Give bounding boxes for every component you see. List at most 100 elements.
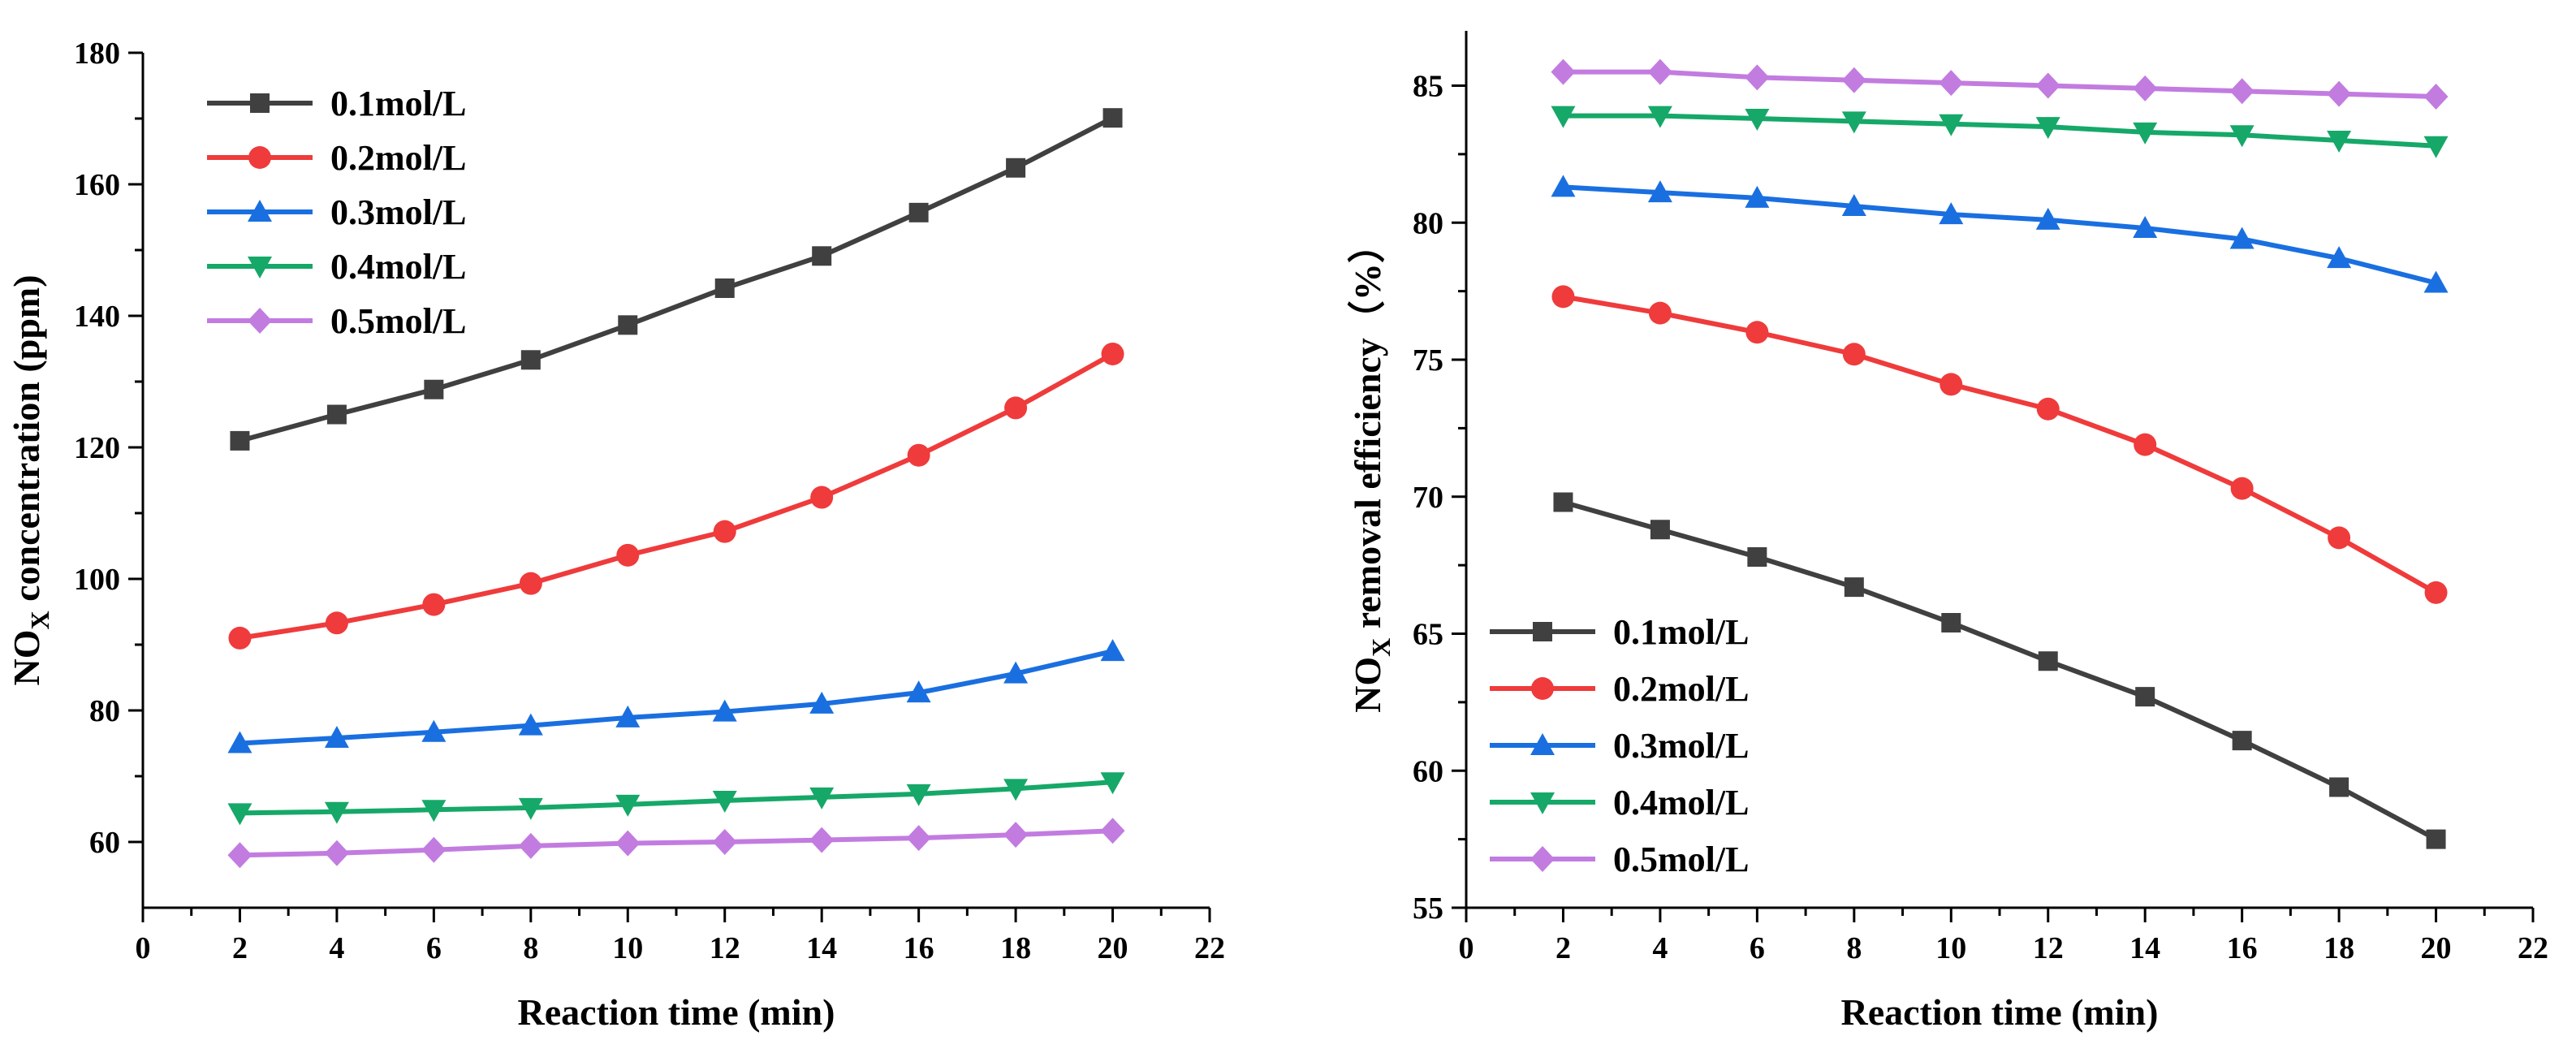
chart-1-data-point (1006, 158, 1026, 178)
chart-2-data-point (2329, 777, 2349, 797)
chart-1-y-tick-label: 140 (74, 300, 120, 334)
chart-2-series-1 (1553, 492, 2446, 849)
chart-2-data-point (2133, 75, 2158, 101)
chart-1-data-point (422, 593, 446, 616)
chart-1-legend-label: 0.1mol/L (330, 84, 466, 123)
chart-1-series-line (239, 828, 1113, 858)
chart-2-legend-marker (1530, 846, 1555, 872)
chart-1-data-point (421, 719, 447, 742)
chart-2-series-2 (1551, 285, 2448, 604)
chart-1-data-point (907, 443, 930, 467)
chart-2-y-tick-label: 65 (1413, 618, 1443, 652)
chart-1-y-tick-label: 160 (74, 168, 120, 202)
chart-1-series-4 (227, 772, 1125, 826)
chart-2-data-point (2134, 433, 2157, 456)
chart-1-data-point (809, 691, 835, 714)
chart-1-data-point (326, 404, 347, 425)
chart-2-series-4 (1551, 106, 2449, 158)
chart-2-series-line (1562, 294, 2438, 595)
chart-2-x-axis-title: Reaction time (min) (1841, 991, 2159, 1033)
chart-2-data-point (2328, 526, 2351, 550)
chart-1-legend-label: 0.3mol/L (330, 192, 466, 232)
chart-2-data-point (2424, 581, 2448, 604)
chart-2-y-tick-label: 85 (1413, 70, 1443, 104)
chart-1-data-point (228, 626, 252, 650)
chart-2-data-point (2133, 122, 2158, 145)
chart-1-data-point (519, 572, 542, 595)
chart-2-data-point (1551, 106, 1576, 128)
chart-2-data-point (1745, 185, 1770, 208)
chart-1-y-tick-label: 120 (74, 431, 120, 465)
chart-2-x-tick-label: 10 (1935, 931, 1966, 965)
chart-2-data-point (1844, 577, 1864, 598)
chart-2-legend-label: 0.5mol/L (1613, 840, 1749, 879)
chart-1-data-point (908, 202, 929, 222)
chart-2-data-point (1647, 106, 1672, 128)
chart-1-x-tick-label: 8 (523, 931, 538, 965)
chart-2-data-point (2232, 731, 2252, 751)
chart-1-data-point (714, 278, 735, 298)
chart-2-y-tick-label: 70 (1413, 481, 1443, 515)
chart-1-series-2 (228, 342, 1124, 650)
chart-1-series-line (239, 352, 1115, 641)
chart-1-legend-marker (250, 93, 270, 113)
chart-2-series-5 (1551, 58, 2449, 110)
chart-1-data-point (1102, 108, 1123, 128)
chart-1-y-tick-label: 100 (74, 563, 120, 597)
chart-2-data-point (1647, 180, 1672, 203)
chart-2-data-point (2135, 687, 2155, 707)
chart-1-series-line (239, 649, 1114, 746)
chart-2-x-tick-label: 8 (1846, 931, 1862, 965)
chart-2-data-point (1648, 301, 1672, 325)
chart-2-data-point (1939, 202, 1964, 225)
chart-1-x-tick-label: 4 (329, 931, 344, 965)
chart-1-data-point (518, 713, 543, 736)
chart-2-legend-label: 0.3mol/L (1613, 726, 1749, 766)
chart-2-series-3 (1551, 175, 2449, 293)
chart-1-series-line (239, 779, 1113, 816)
chart-2-y-tick-label: 80 (1413, 206, 1443, 240)
chart-1-x-tick-label: 16 (904, 931, 934, 965)
chart-1-y-tick-label: 180 (74, 37, 120, 71)
chart-1-data-point (1100, 639, 1125, 662)
chart-2-series-line (1563, 69, 2436, 99)
chart-1-x-tick-label: 6 (426, 931, 442, 965)
chart-1-data-point (1101, 342, 1124, 365)
chart-2-y-tick-label: 75 (1413, 343, 1443, 378)
chart-2-data-point (1939, 70, 1964, 97)
chart-1-x-axis-title: Reaction time (min) (518, 991, 835, 1033)
chart-1-x-tick-label: 20 (1098, 931, 1128, 965)
chart-2-data-point (2327, 80, 2352, 107)
chart-2-data-point (2327, 131, 2352, 153)
chart-2-data-point (1939, 114, 1964, 136)
chart-2-data-point (1745, 321, 1769, 344)
chart-2-legend-marker (1533, 622, 1552, 641)
chart-2-y-tick-label: 60 (1413, 754, 1443, 788)
chart-2-plot: 0 2 4 6 8 10 12 14 16 18 20 22 55 60 65 70 75 80 85 Reactio… (1347, 31, 2548, 1033)
chart-1-series-line (239, 115, 1114, 443)
chart-2-data-point (1941, 613, 1961, 632)
chart-1-x-tick-label: 22 (1194, 931, 1225, 965)
chart-1-data-point (618, 315, 638, 335)
chart-2-series-line (1563, 113, 2436, 149)
chart-2-data-point (1551, 285, 1575, 309)
chart-2-data-point (2035, 117, 2060, 140)
chart-2-data-point (1747, 547, 1767, 567)
chart-2-x-tick-label: 6 (1750, 931, 1765, 965)
chart-2-data-point (2035, 207, 2060, 230)
chart-1-y-tick-label: 60 (89, 826, 120, 860)
chart-1-data-point (421, 800, 447, 822)
chart-2-data-point (2426, 829, 2446, 849)
chart-2-x-tick-label: 16 (2227, 931, 2258, 965)
chart-1-series-5 (227, 818, 1125, 869)
chart-2-y-tick-label: 55 (1413, 891, 1443, 926)
chart-2-data-point (1745, 64, 1770, 91)
chart-2-x-tick-label: 2 (1556, 931, 1571, 965)
chart-1-series-3 (227, 639, 1125, 753)
chart-1-legend-marker (248, 308, 272, 334)
chart-1-data-point (325, 611, 348, 635)
chart-1-data-point (812, 246, 832, 266)
chart-2-data-point (1940, 373, 1963, 396)
chart-2-data-point (2423, 270, 2449, 293)
chart-1-data-point (906, 680, 931, 703)
